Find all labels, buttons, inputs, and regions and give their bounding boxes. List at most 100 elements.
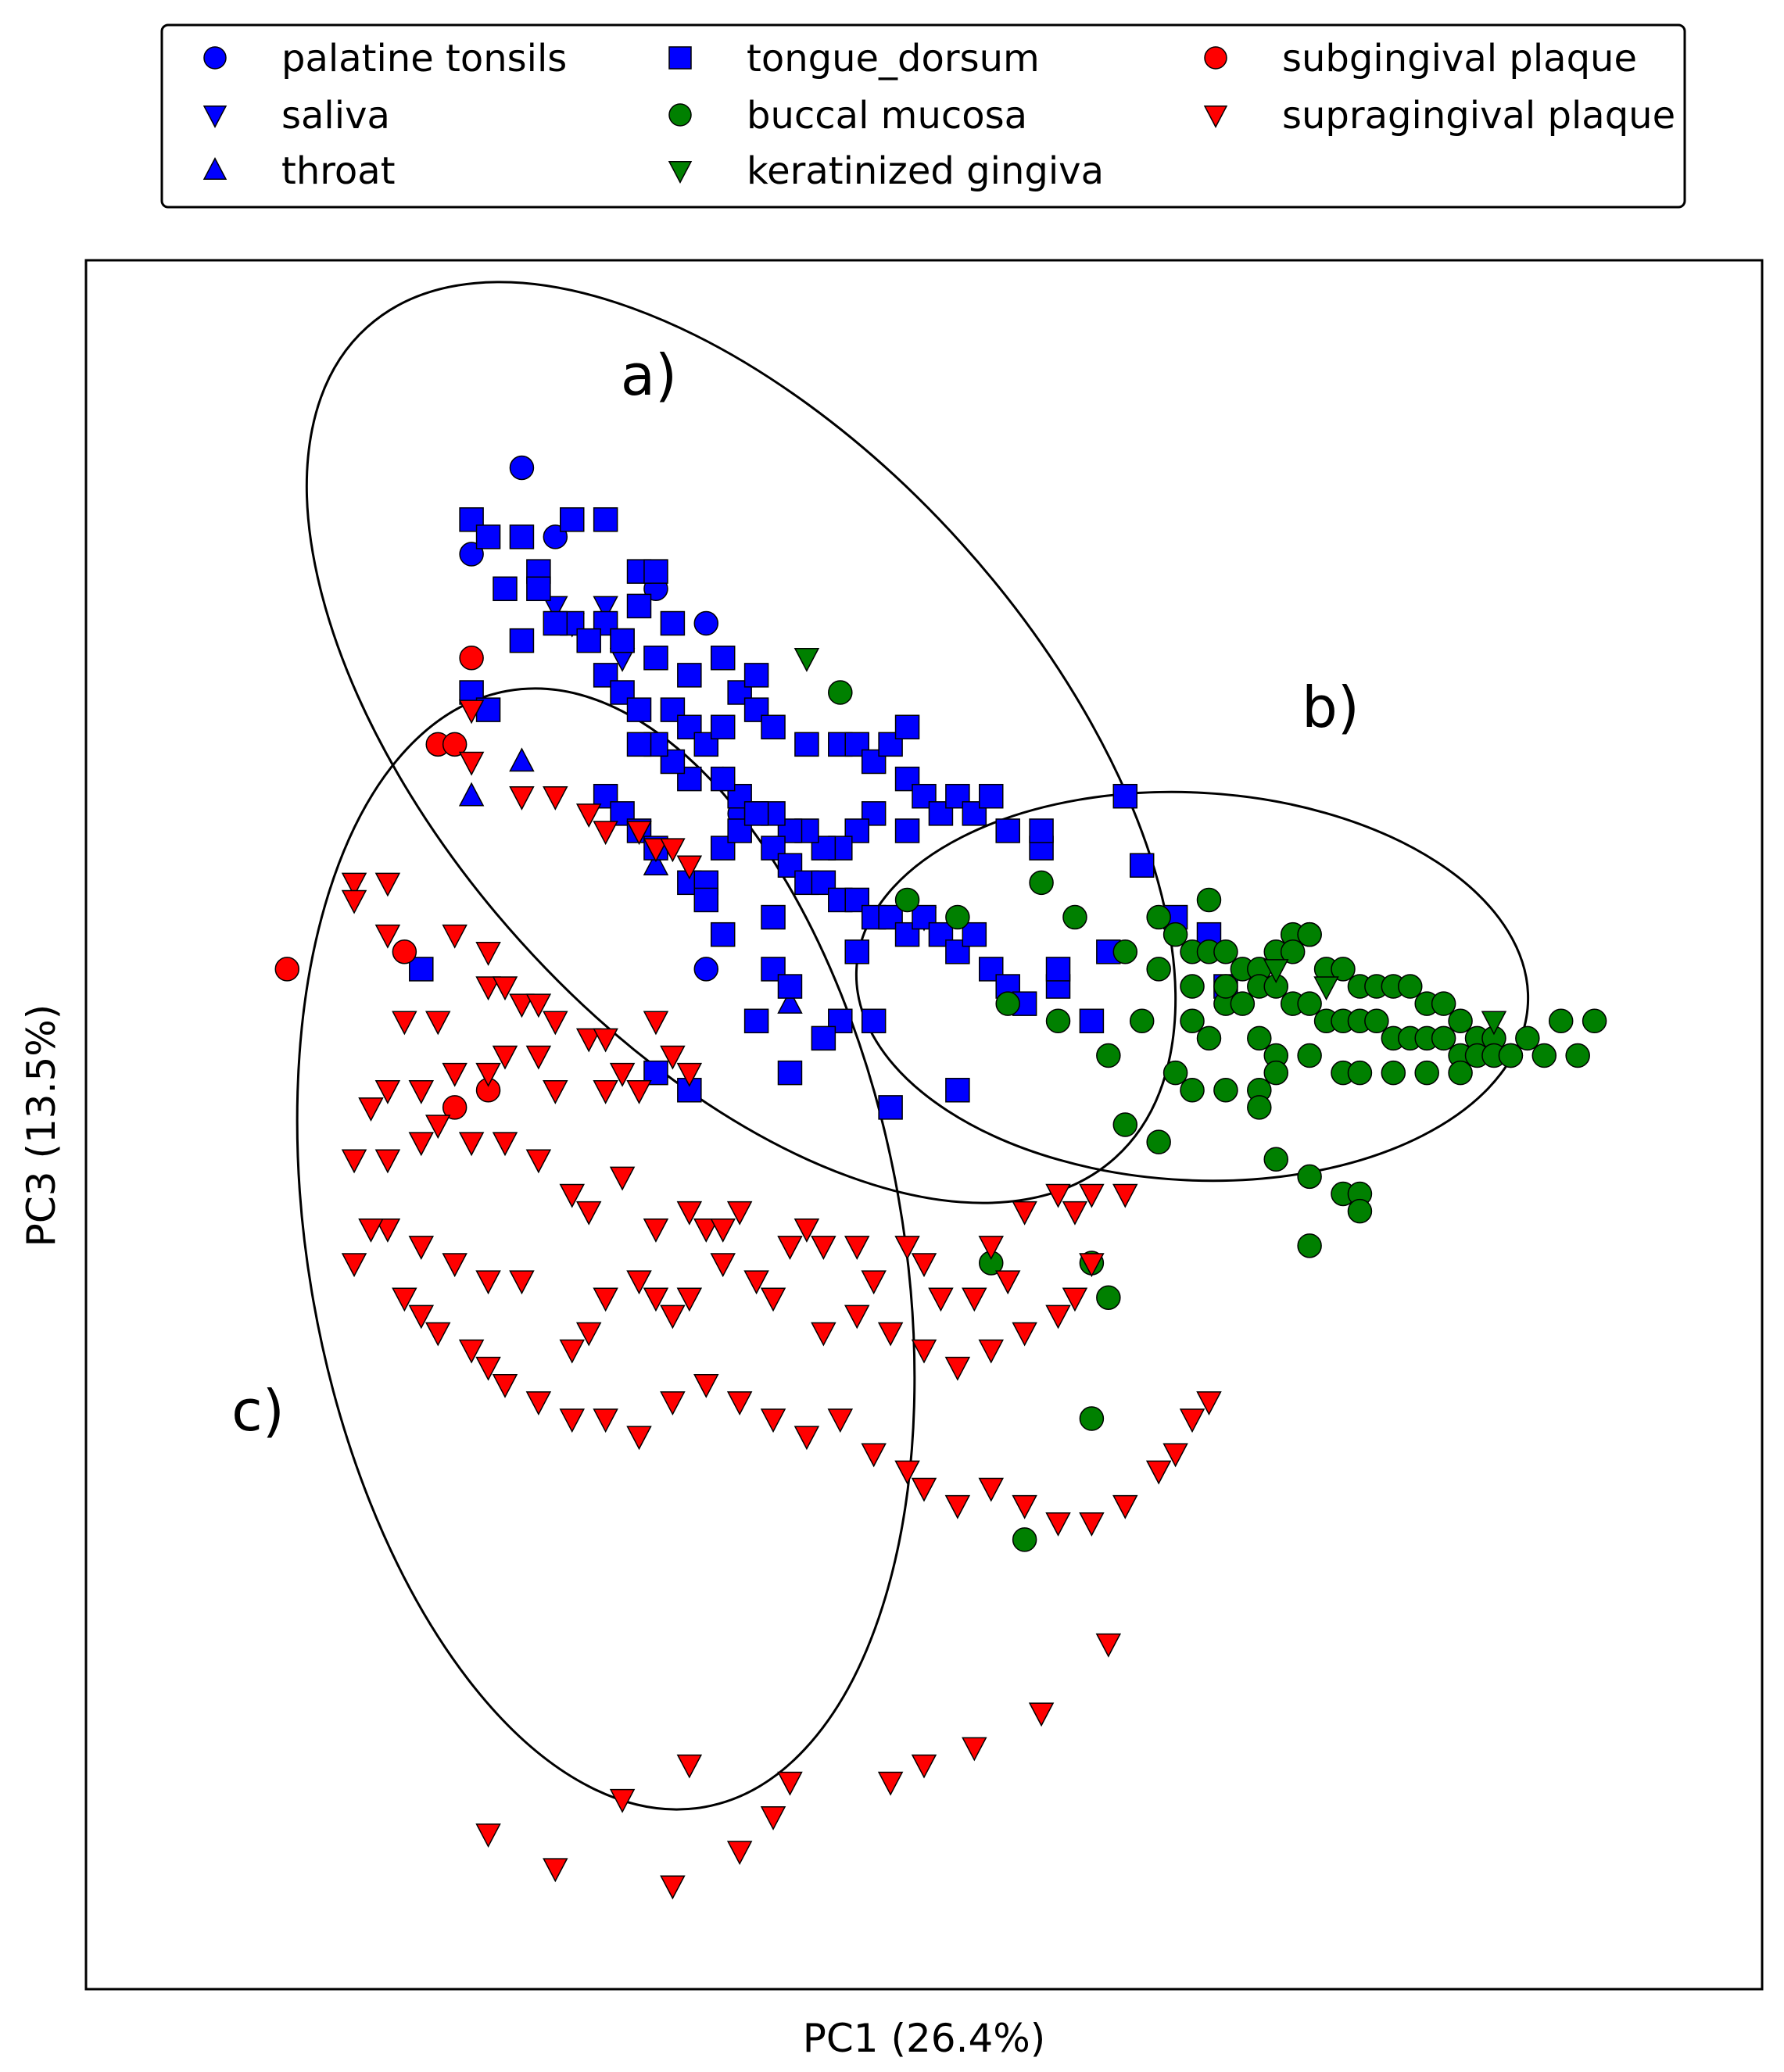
point-supragingival-plaque-130: [877, 1771, 904, 1796]
point-tongue-dorsum-91: [1045, 957, 1071, 982]
point-keratinized-gingiva-3: [1481, 1011, 1507, 1036]
point-buccal-mucosa-33: [1230, 991, 1256, 1016]
point-tongue-dorsum-16: [543, 610, 568, 636]
legend-entry-keratinized-gingiva: keratinized gingiva: [668, 149, 1104, 193]
point-supragingival-plaque-10: [341, 872, 367, 897]
point-supragingival-plaque-137: [726, 1841, 753, 1866]
point-supragingival-plaque-13: [374, 924, 401, 949]
point-buccal-mucosa-77: [1297, 1233, 1322, 1258]
point-supragingival-plaque-0: [458, 700, 485, 725]
point-supragingival-plaque-11: [374, 872, 401, 897]
point-supragingival-plaque-18: [475, 976, 501, 1001]
point-throat-0: [458, 782, 485, 807]
point-supragingival-plaque-97: [392, 1287, 417, 1312]
point-buccal-mucosa-3: [1029, 870, 1054, 896]
point-tongue-dorsum-35: [794, 732, 819, 757]
point-tongue-dorsum-13: [626, 593, 652, 619]
point-buccal-mucosa-84: [1213, 974, 1238, 999]
point-buccal-mucosa-79: [1079, 1406, 1105, 1431]
point-supragingival-plaque-32: [525, 1045, 552, 1070]
point-supragingival-plaque-30: [593, 1080, 618, 1104]
point-tongue-dorsum-72: [727, 818, 752, 843]
point-buccal-mucosa-62: [1129, 1008, 1155, 1034]
point-tongue-dorsum-7: [643, 559, 668, 584]
point-supragingival-plaque-93: [408, 1236, 435, 1260]
point-supragingival-plaque-15: [475, 942, 501, 966]
cluster-ellipses: [296, 281, 1530, 1811]
point-supragingival-plaque-78: [844, 1304, 870, 1329]
y-axis-label: PC3 (13.5%): [19, 1004, 64, 1247]
point-tongue-dorsum-113: [409, 957, 434, 982]
point-saliva-0: [543, 596, 568, 621]
point-supragingival-plaque-33: [492, 1045, 518, 1070]
point-supragingival-plaque-25: [609, 1062, 636, 1087]
point-tongue-dorsum-103: [777, 974, 803, 999]
point-supragingival-plaque-135: [777, 1771, 803, 1796]
point-supragingival-plaque-59: [894, 1236, 920, 1260]
point-subgingival-plaque-4: [274, 957, 300, 982]
point-supragingival-plaque-61: [928, 1287, 954, 1312]
point-buccal-mucosa-63: [1162, 1060, 1188, 1086]
point-tongue-dorsum-2: [509, 524, 535, 549]
point-supragingival-plaque-123: [1162, 1443, 1188, 1468]
point-supragingival-plaque-81: [743, 1270, 769, 1295]
legend-label-saliva: saliva: [281, 94, 390, 138]
point-tongue-dorsum-15: [509, 628, 535, 653]
point-subgingival-plaque-3: [392, 939, 417, 964]
point-supragingival-plaque-111: [793, 1426, 820, 1451]
point-supragingival-plaque-3: [543, 785, 568, 811]
point-tongue-dorsum-38: [861, 749, 887, 775]
legend-label-subgingival-plaque: subgingival plaque: [1282, 37, 1637, 81]
point-supragingival-plaque-112: [827, 1408, 854, 1433]
point-buccal-mucosa-76: [1347, 1198, 1373, 1224]
point-supragingival-plaque-23: [575, 1028, 602, 1053]
point-buccal-mucosa-49: [1180, 974, 1205, 999]
point-tongue-dorsum-94: [1129, 853, 1155, 878]
point-buccal-mucosa-51: [1196, 1025, 1222, 1051]
point-supragingival-plaque-28: [676, 1062, 703, 1087]
point-supragingival-plaque-42: [425, 1115, 451, 1140]
legend-entry-saliva: saliva: [202, 94, 390, 138]
point-supragingival-plaque-119: [1045, 1512, 1071, 1537]
legend-label-supragingival-plaque: supragingival plaque: [1282, 94, 1675, 138]
point-supragingival-plaque-39: [341, 1149, 367, 1174]
point-supragingival-plaque-51: [693, 1218, 719, 1243]
point-supragingival-plaque-86: [626, 1270, 652, 1295]
point-supragingival-plaque-52: [710, 1218, 736, 1243]
point-supragingival-plaque-37: [374, 1080, 401, 1104]
point-supragingival-plaque-12: [341, 889, 367, 914]
point-supragingival-plaque-134: [676, 1754, 703, 1779]
point-supragingival-plaque-64: [994, 1270, 1021, 1295]
point-tongue-dorsum-21: [710, 646, 736, 671]
point-supragingival-plaque-49: [643, 1218, 669, 1243]
point-supragingival-plaque-128: [962, 1737, 987, 1762]
point-buccal-mucosa-6: [1062, 904, 1087, 930]
legend-label-throat: throat: [281, 149, 396, 193]
point-buccal-mucosa-9: [1162, 921, 1188, 947]
point-supragingival-plaque-99: [425, 1322, 451, 1347]
point-palatine-tonsils-0: [509, 455, 535, 481]
point-supragingival-plaque-127: [1028, 1702, 1055, 1727]
legend-frame: [160, 23, 1686, 209]
point-supragingival-plaque-114: [894, 1460, 920, 1485]
point-supragingival-plaque-95: [358, 1218, 384, 1243]
legend-marker-subgingival-plaque: [1204, 46, 1227, 70]
point-supragingival-plaque-14: [442, 924, 467, 949]
point-supragingival-plaque-40: [374, 1149, 401, 1174]
point-buccal-mucosa-64: [1213, 1078, 1238, 1103]
point-supragingival-plaque-22: [543, 1011, 568, 1036]
point-supragingival-plaque-73: [1012, 1322, 1037, 1347]
point-supragingival-plaque-136: [760, 1806, 786, 1830]
point-tongue-dorsum-18: [610, 628, 635, 653]
scatter-points: [274, 455, 1607, 1900]
point-buccal-mucosa-0: [828, 680, 853, 705]
point-supragingival-plaque-102: [492, 1374, 518, 1398]
point-supragingival-plaque-65: [1012, 1201, 1037, 1226]
point-tongue-dorsum-95: [1112, 783, 1138, 809]
point-buccal-mucosa-71: [1247, 1095, 1272, 1120]
legend-marker-keratinized-gingiva: [668, 161, 693, 184]
point-buccal-mucosa-73: [1297, 1164, 1322, 1190]
point-buccal-mucosa-2: [945, 904, 970, 930]
point-supragingival-plaque-100: [458, 1339, 485, 1364]
point-supragingival-plaque-16: [392, 1011, 417, 1036]
